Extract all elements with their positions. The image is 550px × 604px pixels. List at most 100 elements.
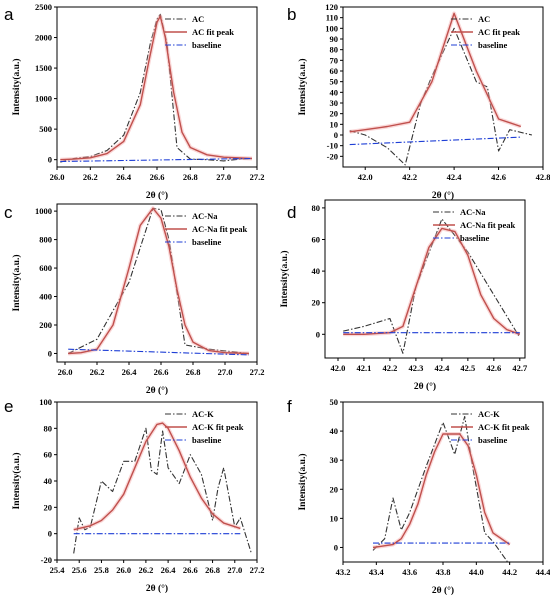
series-line-ac-k <box>372 415 509 562</box>
x-tick-label: 42.6 <box>486 363 501 373</box>
y-tick-label: 120 <box>325 2 338 12</box>
x-tick-label: 42.0 <box>331 363 346 373</box>
x-axis-label: 2θ (°) <box>146 190 168 201</box>
y-tick-label: 40 <box>330 426 339 436</box>
x-tick-label: 42.0 <box>358 172 373 182</box>
series-group <box>349 11 533 166</box>
x-tick-label: 44.4 <box>536 567 550 577</box>
x-tick-label: 42.2 <box>402 172 417 182</box>
legend-label: AC-K <box>478 409 500 419</box>
legend-label: baseline <box>192 40 222 50</box>
plot-frame <box>324 199 526 359</box>
legend-label: baseline <box>460 233 490 243</box>
series-group <box>372 415 511 562</box>
legend-label: baseline <box>478 435 508 445</box>
legend-label: AC fit peak <box>192 27 234 37</box>
legend-label: AC <box>478 14 490 24</box>
x-tick-label: 42.7 <box>512 363 528 373</box>
x-tick-label: 25.8 <box>94 565 109 575</box>
x-tick-label: 27.0 <box>227 565 242 575</box>
series-group <box>73 421 252 554</box>
y-axis-label: Intensity(a.u.) <box>279 250 290 307</box>
legend-label: AC <box>192 14 204 24</box>
y-tick-label: 10 <box>330 119 339 129</box>
x-tick-label: 42.5 <box>460 363 475 373</box>
x-tick-label: 43.8 <box>436 567 451 577</box>
x-tick-label: 42.3 <box>408 363 423 373</box>
y-axis-label: Intensity(a.u.) <box>11 254 22 311</box>
x-tick-label: 26.0 <box>58 367 73 377</box>
y-tick-label: 80 <box>44 423 53 433</box>
x-tick-label: 43.6 <box>402 567 417 577</box>
series-line-baseline <box>60 157 253 163</box>
panel-letter: d <box>287 203 296 222</box>
y-tick-label: 20 <box>330 109 339 119</box>
legend-label: AC-Na <box>460 207 486 217</box>
series-line-ac-na-fit-peak <box>343 227 521 335</box>
x-tick-label: 26.4 <box>116 172 132 182</box>
series-line-ac-na <box>67 207 250 355</box>
y-tick-label: 600 <box>39 263 52 273</box>
series-line-ac-fit-peak <box>349 12 522 133</box>
x-tick-label: 42.4 <box>434 363 450 373</box>
x-tick-label: 27.0 <box>218 367 233 377</box>
y-tick-label: 60 <box>44 450 53 460</box>
y-tick-label: -10 <box>327 141 338 151</box>
x-tick-label: 26.6 <box>183 565 198 575</box>
legend-label: AC-K <box>192 409 214 419</box>
legend-label: baseline <box>192 435 222 445</box>
x-tick-label: 26.2 <box>83 172 98 182</box>
panel-letter: c <box>4 203 13 222</box>
plot-frame <box>56 203 258 363</box>
panel-letter: f <box>287 397 292 416</box>
y-tick-label: 0 <box>334 130 338 140</box>
x-tick-label: 26.8 <box>186 367 201 377</box>
series-group <box>60 13 253 163</box>
legend-label: AC-Na <box>192 211 218 221</box>
x-tick-label: 26.2 <box>138 565 153 575</box>
x-tick-label: 26.6 <box>150 172 165 182</box>
panel-d: d 42.0 42.1 42.2 42.3 42.4 42.5 42.6 42.7 0 20 40 60… <box>279 199 528 392</box>
x-tick-label: 26.8 <box>183 172 198 182</box>
y-tick-label: 90 <box>330 34 339 44</box>
panel-letter: b <box>287 5 296 24</box>
legend-label: baseline <box>192 237 222 247</box>
series-line-ac-k-fit-peak <box>73 422 241 531</box>
x-axis-label: 2θ (°) <box>414 381 436 392</box>
y-tick-label: 30 <box>330 455 339 465</box>
y-tick-label: 2000 <box>35 33 52 43</box>
x-tick-label: 26.0 <box>50 172 65 182</box>
y-tick-label: 50 <box>330 77 339 87</box>
panel-letter: a <box>4 5 14 24</box>
x-tick-label: 44.0 <box>469 567 484 577</box>
series-line-ac-k <box>73 427 252 554</box>
panel-c: c 26.0 26.2 26.4 26.6 26.8 27.0 27.2 0 200 400 600 8… <box>4 203 264 396</box>
y-tick-label: 0 <box>48 529 52 539</box>
y-tick-label: 0 <box>48 348 52 358</box>
y-tick-label: 0 <box>48 155 52 165</box>
panel-e: e 25.4 25.6 25.8 26.0 26.2 26.4 26.6 26.8 27.0 27.… <box>4 397 264 594</box>
y-tick-label: -20 <box>327 151 338 161</box>
y-tick-label: 60 <box>330 66 339 76</box>
series-fit-glow <box>60 14 253 162</box>
x-tick-label: 42.1 <box>357 363 372 373</box>
y-tick-label: 80 <box>312 203 321 213</box>
y-tick-label: 70 <box>330 55 339 65</box>
x-tick-label: 42.4 <box>447 172 463 182</box>
x-tick-label: 43.2 <box>336 567 351 577</box>
x-tick-label: 26.2 <box>90 367 105 377</box>
y-tick-label: 40 <box>312 266 321 276</box>
series-line-ac <box>349 27 533 166</box>
legend-label: baseline <box>478 40 508 50</box>
y-tick-label: 110 <box>326 13 338 23</box>
y-tick-label: 2500 <box>35 2 52 12</box>
y-tick-label: 40 <box>44 476 53 486</box>
legend-label: AC-Na fit peak <box>192 224 248 234</box>
y-tick-label: 0 <box>334 542 338 552</box>
series-group <box>67 206 250 356</box>
y-tick-label: 800 <box>39 235 52 245</box>
x-axis-label: 2θ (°) <box>432 190 454 201</box>
x-tick-label: 42.2 <box>382 363 397 373</box>
y-tick-label: 30 <box>330 98 339 108</box>
y-tick-label: 1000 <box>35 94 52 104</box>
